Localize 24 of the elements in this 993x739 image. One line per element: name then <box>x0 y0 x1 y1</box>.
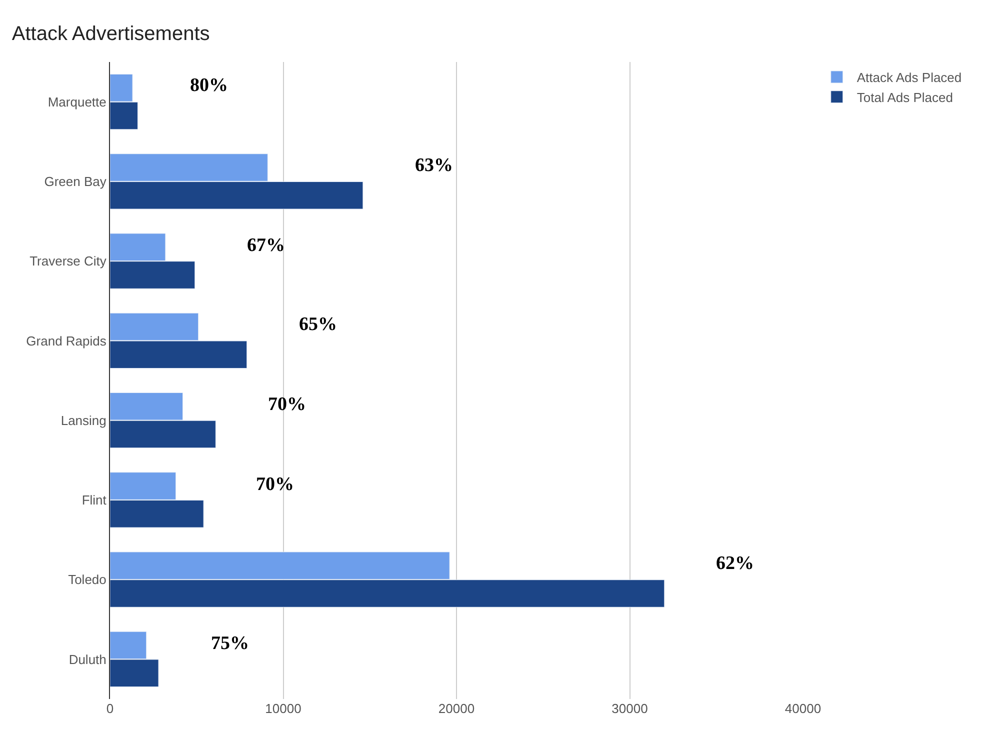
y-tick-label: Toledo <box>68 572 106 588</box>
annotation: 63% <box>415 155 453 176</box>
y-tick-label: Green Bay <box>44 174 107 189</box>
legend-label: Attack Ads Placed <box>856 70 962 86</box>
x-tick-label: 10000 <box>265 701 302 716</box>
annotation: 70% <box>268 394 306 415</box>
x-tick-label: 20000 <box>438 701 475 716</box>
annotation: 80% <box>190 75 228 96</box>
y-tick-label: Grand Rapids <box>26 333 107 348</box>
annotation: 67% <box>247 235 285 256</box>
annotation: 62% <box>716 553 754 574</box>
annotation: 75% <box>211 633 249 654</box>
x-tick-label: 0 <box>106 701 114 716</box>
x-tick-label: 30000 <box>612 701 648 716</box>
annotation: 65% <box>299 314 337 335</box>
y-tick-label: Lansing <box>60 412 106 428</box>
y-tick-label: Duluth <box>68 652 106 667</box>
x-tick-label: 40000 <box>784 701 822 716</box>
chart-title: Attack Advertisements <box>12 22 210 45</box>
y-tick-label: Traverse City <box>30 254 107 269</box>
y-tick-label: Marquette <box>48 94 106 110</box>
legend-label: Total Ads Placed <box>856 90 953 105</box>
annotation: 70% <box>256 474 294 495</box>
y-tick-label: Flint <box>82 492 107 508</box>
